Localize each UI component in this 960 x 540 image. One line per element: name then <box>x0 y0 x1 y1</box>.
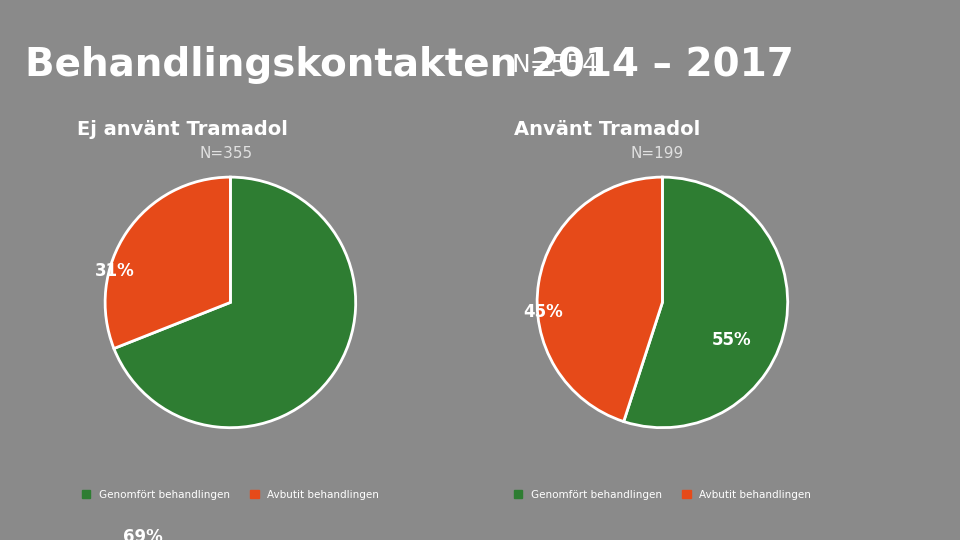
Wedge shape <box>114 177 355 428</box>
Wedge shape <box>106 177 230 348</box>
Legend: Genomfört behandlingen, Avbutit behandlingen: Genomfört behandlingen, Avbutit behandli… <box>510 485 815 504</box>
Wedge shape <box>624 177 787 428</box>
Text: N=199: N=199 <box>631 146 684 161</box>
Wedge shape <box>538 177 662 422</box>
Text: Använt Tramadol: Använt Tramadol <box>514 120 700 139</box>
Text: 69%: 69% <box>123 528 162 540</box>
Text: 55%: 55% <box>711 331 751 349</box>
Text: 31%: 31% <box>95 262 134 280</box>
Text: 45%: 45% <box>523 303 564 321</box>
Legend: Genomfört behandlingen, Avbutit behandlingen: Genomfört behandlingen, Avbutit behandli… <box>78 485 383 504</box>
Text: Ej använt Tramadol: Ej använt Tramadol <box>77 120 288 139</box>
Text: N=355: N=355 <box>199 146 252 161</box>
Text: Behandlingskontakten 2014 – 2017: Behandlingskontakten 2014 – 2017 <box>25 46 794 84</box>
Text: N=554: N=554 <box>511 53 598 77</box>
